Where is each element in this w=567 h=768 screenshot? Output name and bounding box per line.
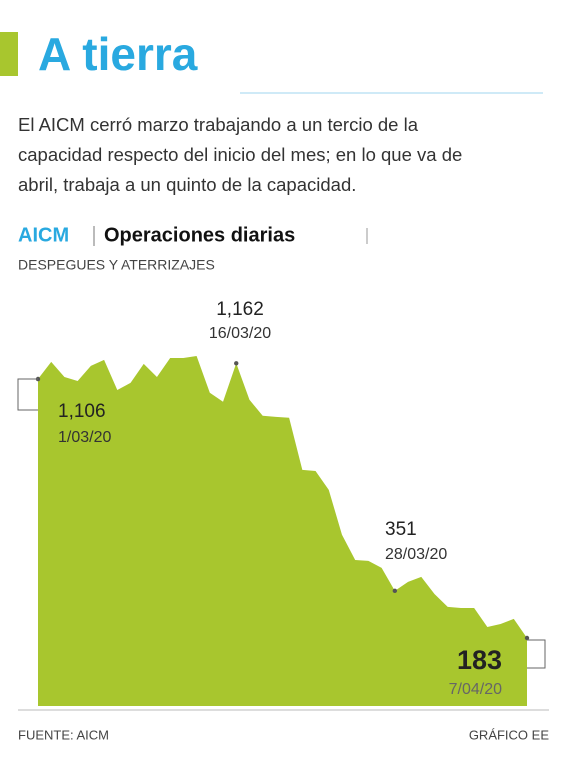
chart-subtitle-main: Operaciones diarias	[104, 224, 295, 246]
description-line: abril, trabaja a un quinto de la capacid…	[18, 174, 356, 195]
source: FUENTE: AICM	[18, 727, 109, 742]
value-label: 1,106	[58, 401, 106, 422]
title: A tierra	[38, 28, 198, 80]
date-label: 1/03/20	[58, 429, 111, 446]
description-line: capacidad respecto del inicio del mes; e…	[18, 144, 462, 165]
value-label: 351	[385, 519, 417, 540]
description-line: El AICM cerró marzo trabajando a un terc…	[18, 114, 419, 135]
chart-title: AICM	[18, 224, 69, 246]
point-marker	[234, 361, 239, 366]
point-marker	[524, 635, 530, 641]
date-label: 16/03/20	[209, 325, 271, 342]
chart-subtitle: DESPEGUES Y ATERRIZAJES	[18, 257, 215, 273]
date-label: 7/04/20	[449, 681, 502, 698]
plot: 1,106 1/03/20 1,162 16/03/20 351 28/03/20 183 7…	[35, 299, 530, 706]
point-marker	[392, 588, 398, 594]
area	[38, 356, 527, 706]
credit: GRÁFICO EE	[469, 727, 550, 742]
title-accent	[0, 32, 18, 76]
date-label: 28/03/20	[385, 546, 447, 563]
callout-bracket	[17, 378, 38, 411]
value-label: 183	[457, 645, 502, 675]
value-label: 1,162	[216, 299, 264, 320]
callout-bracket	[527, 639, 546, 669]
